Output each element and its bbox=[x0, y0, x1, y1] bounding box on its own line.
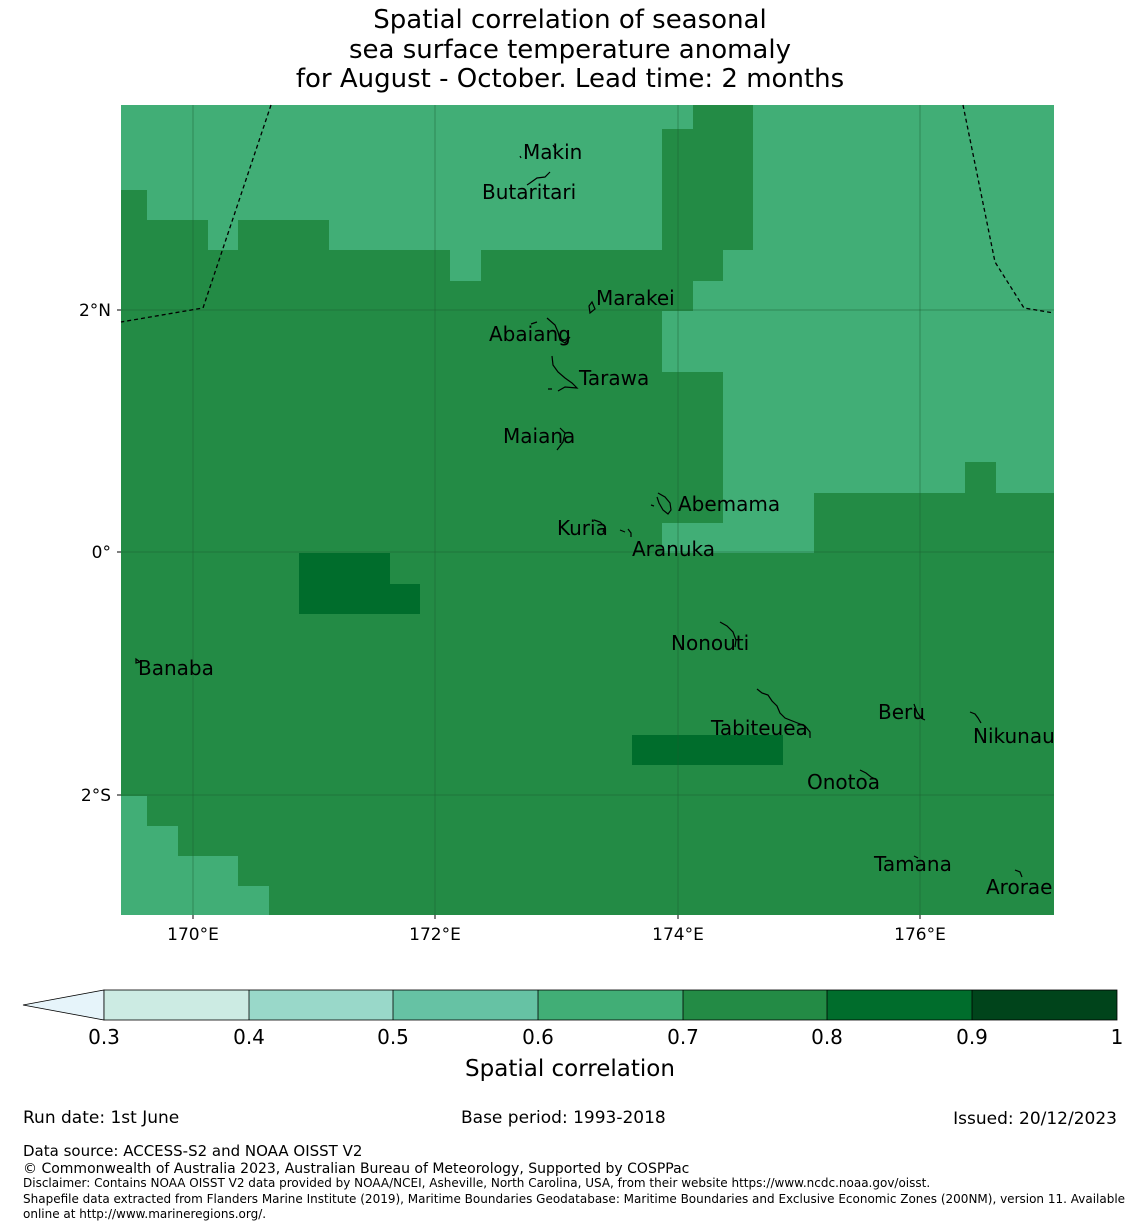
shapefile-credit-2: online at http://www.marineregions.org/. bbox=[23, 1207, 267, 1221]
label-makin: Makin bbox=[523, 140, 582, 164]
colorbar-extend-min bbox=[22, 989, 105, 1021]
y-tick-0: 0° bbox=[92, 543, 111, 563]
colorbar-segment-5 bbox=[683, 990, 828, 1020]
colorbar-tick: 0.9 bbox=[956, 1025, 988, 1049]
base-period: Base period: 1993-2018 bbox=[461, 1108, 666, 1128]
colorbar-segment-2 bbox=[249, 990, 394, 1020]
label-maiana: Maiana bbox=[503, 424, 575, 448]
colorbar-tick: 0.3 bbox=[88, 1025, 120, 1049]
copyright: © Commonwealth of Australia 2023, Austra… bbox=[23, 1161, 690, 1177]
label-tabiteuea: Tabiteuea bbox=[710, 716, 808, 740]
disclaimer: Disclaimer: Contains NOAA OISST V2 data … bbox=[23, 1176, 931, 1190]
label-onotoa: Onotoa bbox=[807, 770, 880, 794]
label-marakei: Marakei bbox=[596, 286, 675, 310]
title-line-2: sea surface temperature anomaly bbox=[349, 34, 791, 65]
run-date: Run date: 1st June bbox=[23, 1108, 180, 1128]
gridlines bbox=[121, 105, 1054, 915]
colorbar-tick: 0.6 bbox=[522, 1025, 554, 1049]
field-patch-high-south bbox=[632, 735, 783, 765]
data-source: Data source: ACCESS-S2 and NOAA OISST V2 bbox=[23, 1142, 363, 1160]
colorbar-segment-4 bbox=[538, 990, 683, 1020]
colorbar-label: Spatial correlation bbox=[465, 1056, 675, 1082]
shapefile-credit-1: Shapefile data extracted from Flanders M… bbox=[23, 1192, 1126, 1206]
label-aranuka: Aranuka bbox=[632, 537, 715, 561]
label-abaiang: Abaiang bbox=[489, 322, 571, 346]
colorbar-tick: 1 bbox=[1111, 1025, 1124, 1049]
label-butaritari: Butaritari bbox=[482, 180, 576, 204]
label-banaba: Banaba bbox=[138, 656, 214, 680]
x-tick-170e: 170°E bbox=[167, 925, 219, 945]
title-line-1: Spatial correlation of seasonal bbox=[373, 5, 767, 35]
field-patch-high-west bbox=[299, 553, 420, 614]
colorbar-segment-6 bbox=[827, 990, 972, 1020]
colorbar-segment-3 bbox=[393, 990, 538, 1020]
label-tamana: Tamana bbox=[873, 852, 952, 876]
axis-ticks bbox=[117, 309, 921, 919]
issued-date: Issued: 20/12/2023 bbox=[953, 1109, 1117, 1129]
eez-boundary bbox=[120, 104, 1055, 323]
field-region-southwest bbox=[121, 796, 269, 915]
label-nonouti: Nonouti bbox=[671, 631, 749, 655]
colorbar: 0.3 0.4 0.5 0.6 0.7 0.8 0.9 1 Spatial co… bbox=[22, 989, 1123, 1082]
colorbar-tick: 0.8 bbox=[811, 1025, 843, 1049]
map-title: Spatial correlation of seasonal sea surf… bbox=[0, 5, 1140, 95]
x-tick-172e: 172°E bbox=[409, 925, 461, 945]
island-labels: Makin Butaritari Marakei Abaiang Tarawa … bbox=[138, 140, 1055, 899]
colorbar-segment-1 bbox=[104, 990, 249, 1020]
label-nikunau: Nikunau bbox=[973, 724, 1055, 748]
label-abemama: Abemama bbox=[678, 492, 780, 516]
colorbar-tick: 0.5 bbox=[377, 1025, 409, 1049]
title-line-3: for August - October. Lead time: 2 month… bbox=[295, 64, 845, 94]
y-tick-2s: 2°S bbox=[81, 786, 111, 806]
x-tick-174e: 174°E bbox=[652, 925, 704, 945]
y-tick-2n: 2°N bbox=[79, 301, 111, 321]
label-tarawa: Tarawa bbox=[578, 366, 649, 390]
axis-labels: 170°E 172°E 174°E 176°E 2°N 0° 2°S bbox=[79, 301, 946, 945]
field-region-north bbox=[121, 105, 693, 281]
colorbar-tick: 0.7 bbox=[667, 1025, 699, 1049]
x-tick-176e: 176°E bbox=[894, 925, 946, 945]
correlation-field bbox=[121, 105, 1054, 915]
colorbar-tick: 0.4 bbox=[233, 1025, 265, 1049]
label-beru: Beru bbox=[878, 700, 925, 724]
field-region-northeast bbox=[662, 105, 1054, 553]
colorbar-ticks: 0.3 0.4 0.5 0.6 0.7 0.8 0.9 1 bbox=[88, 1025, 1123, 1049]
label-kuria: Kuria bbox=[557, 516, 608, 540]
colorbar-segment-7 bbox=[972, 990, 1117, 1020]
label-arorae: Arorae bbox=[986, 875, 1052, 899]
coastlines bbox=[135, 144, 1023, 878]
